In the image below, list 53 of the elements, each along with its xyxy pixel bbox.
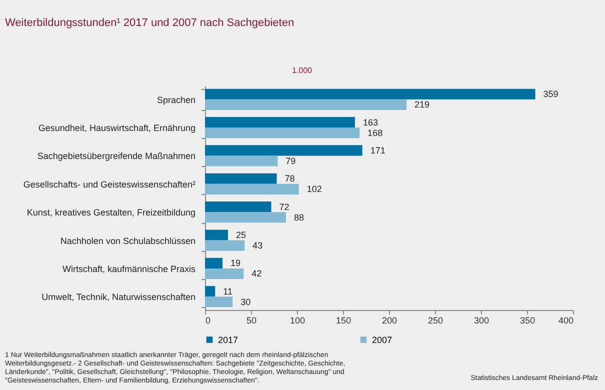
bar xyxy=(205,128,360,138)
data-label: 88 xyxy=(294,212,304,222)
y-tick-label: Nachholen von Schulabschlüssen xyxy=(60,236,196,246)
bar xyxy=(205,173,277,184)
y-tick-label: Kunst, kreatives Gestalten, Freizeitbildung xyxy=(26,208,196,218)
x-tick-label: 350 xyxy=(520,316,536,326)
data-label: 42 xyxy=(252,268,262,279)
legend-label: 2017 xyxy=(218,334,238,345)
bar xyxy=(205,286,216,297)
bar xyxy=(205,240,245,251)
data-label: 171 xyxy=(370,145,386,156)
data-label: 72 xyxy=(279,202,290,212)
bar xyxy=(205,268,244,280)
y-tick-label: Umwelt, Technik, Naturwissenschaften xyxy=(42,292,196,302)
y-tick-label: Sprachen xyxy=(156,94,196,105)
chart-subtitle: 1.000 xyxy=(292,66,313,75)
y-tick-label: Gesundheit, Hauswirtschaft, Ernährung xyxy=(38,123,196,134)
bar xyxy=(205,202,272,212)
x-tick-label: 250 xyxy=(428,316,444,326)
bar xyxy=(205,88,536,100)
bar xyxy=(205,156,278,166)
legend-label: 2007 xyxy=(372,334,392,345)
data-label: 30 xyxy=(240,296,251,307)
x-tick-label: 100 xyxy=(290,316,306,326)
bar xyxy=(205,99,406,110)
data-label: 25 xyxy=(236,230,246,240)
data-label: 168 xyxy=(368,128,383,138)
data-label: 102 xyxy=(306,184,322,194)
bar xyxy=(205,145,362,156)
data-label: 43 xyxy=(252,240,263,251)
bar xyxy=(205,296,233,308)
x-tick-label: 0 xyxy=(206,316,211,326)
y-tick-label: Wirtschaft, kaufmännische Praxis xyxy=(62,264,196,274)
x-tick-label: 50 xyxy=(246,316,257,326)
y-tick-label: Gesellschafts- und Geisteswissenschaften² xyxy=(23,179,196,190)
y-tick-label: Sachgebietsübergreifende Maßnahmen xyxy=(37,151,196,162)
data-label: 19 xyxy=(230,258,240,268)
x-tick-label: 400 xyxy=(558,316,574,326)
data-label: 79 xyxy=(286,156,296,166)
data-label: 359 xyxy=(543,89,558,100)
x-tick-label: 150 xyxy=(336,316,352,326)
data-label: 78 xyxy=(284,174,295,184)
bar xyxy=(205,212,286,223)
data-label: 219 xyxy=(414,100,430,110)
bar xyxy=(205,258,222,268)
data-label: 163 xyxy=(362,117,378,128)
bar xyxy=(205,116,355,128)
x-tick-label: 300 xyxy=(474,316,490,326)
chart-title: Weiterbildungsstunden¹ 2017 und 2007 nach Sachgebieten xyxy=(5,17,294,29)
data-label: 11 xyxy=(223,286,232,296)
x-tick-label: 200 xyxy=(382,316,398,326)
bar xyxy=(205,184,299,194)
bar xyxy=(205,230,228,240)
